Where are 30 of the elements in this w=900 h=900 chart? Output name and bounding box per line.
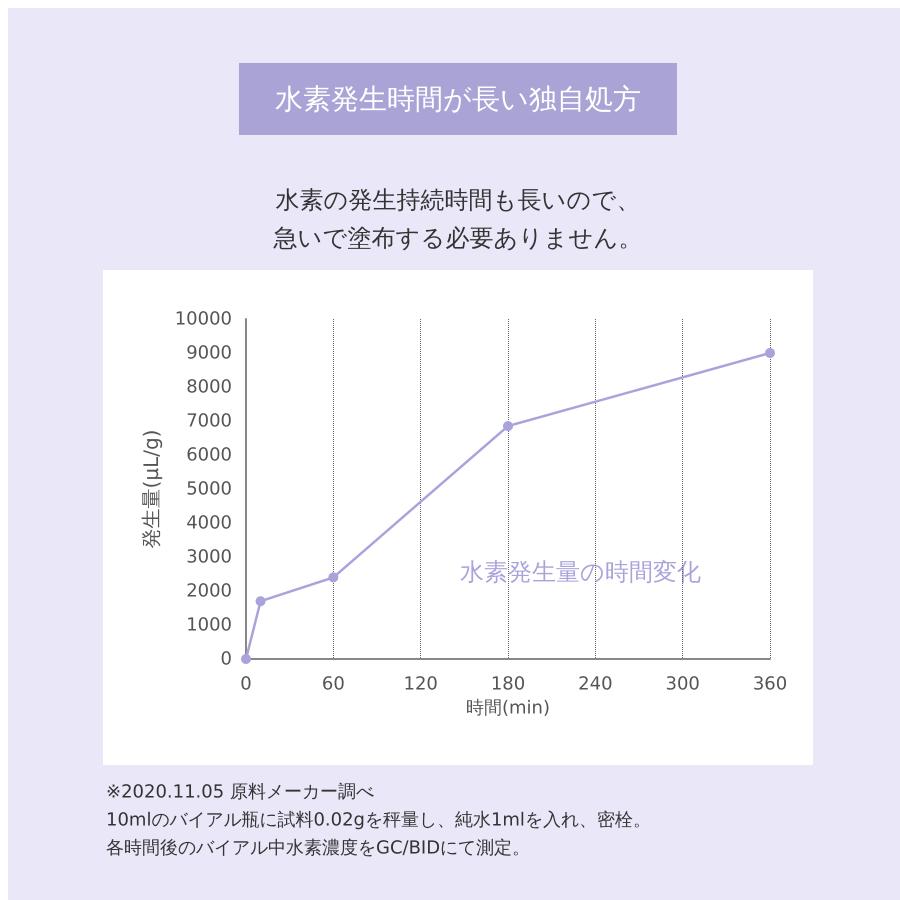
x-tick-label: 0: [240, 674, 252, 694]
point: [241, 654, 251, 664]
x-tick-label: 180: [490, 674, 526, 694]
x-tick-label: 120: [403, 674, 438, 694]
point: [256, 596, 266, 606]
chart-title: 水素発生時間が長い独自処方: [275, 82, 641, 116]
point: [503, 421, 513, 432]
x-tick-label: 60: [322, 674, 345, 694]
x-axis-title: 時間(min): [466, 698, 550, 718]
y-axis-title: 発生量(μL/g): [139, 430, 163, 548]
y-tick-label: 4000: [186, 512, 232, 534]
y-tick-label: 6000: [186, 444, 232, 466]
y-tick-label: 8000: [186, 376, 232, 398]
y-tick-label: 10000: [174, 308, 232, 330]
x-tick-label: 360: [752, 674, 788, 694]
y-tick-label: 0: [220, 648, 232, 670]
point: [328, 572, 338, 582]
y-tick-label: 7000: [186, 410, 232, 432]
text: 各時間後のバイアル中水素濃度をGC/BIDにて測定。: [106, 838, 530, 858]
text: ※2020.11.05 原料メーカー調べ: [106, 782, 374, 802]
y-tick-label: 5000: [186, 478, 232, 500]
y-tick-label: 1000: [186, 614, 232, 636]
y-tick-label: 3000: [186, 546, 232, 568]
x-tick-label: 300: [665, 674, 700, 694]
chart-subtitle: 水素の発生持続時間も長いので、急いで塗布する必要ありません。: [272, 186, 642, 252]
y-tick-label: 2000: [186, 580, 232, 602]
x-tick-label: 240: [578, 674, 613, 694]
y-tick-label: 9000: [186, 342, 232, 364]
point: [765, 348, 775, 358]
text: 10mlのバイアル瓶に試料0.02gを秤量し、純水1mlを入れ、密栓。: [106, 810, 651, 830]
